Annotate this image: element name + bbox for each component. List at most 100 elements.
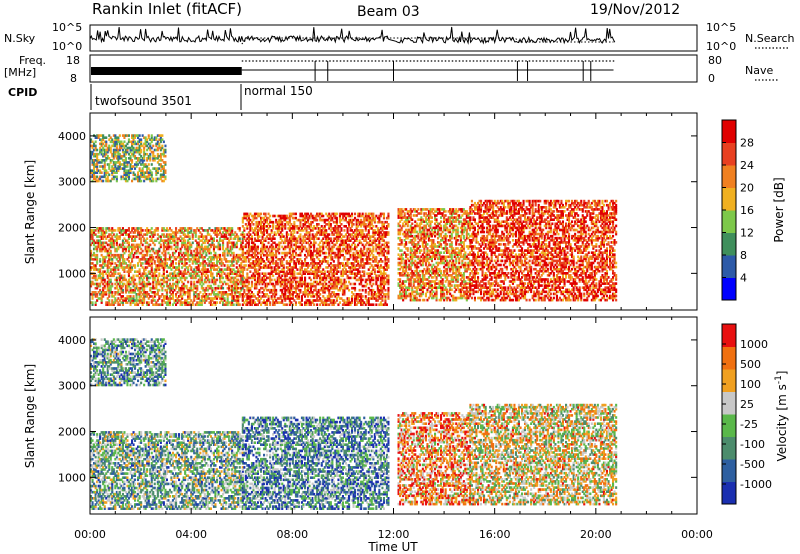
echo-cell (273, 284, 276, 288)
echo-cell (308, 237, 311, 240)
echo-cell (132, 243, 135, 247)
echo-cell (117, 245, 120, 249)
echo-cell (129, 268, 132, 271)
echo-cell (161, 227, 164, 230)
echo-cell (190, 268, 193, 271)
echo-cell (237, 297, 240, 300)
echo-cell (320, 278, 323, 282)
echo-cell (308, 301, 311, 304)
echo-cell (176, 272, 179, 275)
echo-cell (226, 299, 229, 302)
echo-cell (288, 220, 291, 224)
echo-cell (243, 258, 246, 261)
echo-cell (216, 274, 219, 278)
echo-cell (111, 303, 114, 306)
echo-cell (311, 258, 314, 261)
echo-cell (225, 247, 228, 251)
echo-cell (296, 286, 299, 290)
echo-cell (202, 241, 205, 245)
echo-cell (100, 179, 103, 183)
echo-cell (297, 284, 300, 288)
echo-cell (93, 239, 96, 242)
echo-cell (267, 282, 270, 286)
echo-cell (156, 134, 159, 137)
echo-cell (300, 297, 303, 300)
echo-cell (316, 212, 319, 216)
echo-cell (263, 264, 266, 267)
echo-cell (115, 243, 118, 247)
echo-cell (241, 241, 244, 245)
echo-cell (106, 251, 109, 255)
echo-cell (300, 212, 303, 216)
echo-cell (214, 297, 217, 300)
echo-cell (260, 212, 263, 216)
echo-cell (129, 253, 132, 257)
echo-cell (299, 233, 302, 236)
echo-cell (241, 299, 244, 302)
echo-cell (279, 260, 282, 263)
echo-cell (235, 262, 238, 265)
echo-cell (105, 237, 108, 240)
echo-cell (266, 231, 269, 234)
echo-cell (290, 274, 293, 278)
echo-cell (147, 134, 150, 137)
echo-cell (150, 262, 153, 265)
echo-cell (97, 274, 100, 278)
echo-cell (205, 276, 208, 280)
echo-cell (256, 220, 259, 224)
echo-cell (143, 286, 146, 290)
echo-cell (272, 225, 275, 228)
echo-cell (150, 163, 153, 166)
echo-cell (260, 218, 263, 222)
echo-cell (228, 233, 231, 236)
echo-cell (111, 167, 114, 170)
echo-cell (246, 284, 249, 288)
echo-cell (165, 284, 168, 288)
echo-cell (235, 241, 238, 245)
echo-cell (164, 295, 167, 298)
echo-cell (199, 249, 202, 253)
echo-cell (244, 258, 247, 261)
echo-cell (226, 253, 229, 257)
echo-cell (97, 152, 100, 156)
echo-cell (120, 295, 123, 298)
echo-cell (285, 245, 288, 249)
echo-cell (258, 274, 261, 278)
echo-cell (146, 295, 149, 298)
echo-cell (120, 167, 123, 170)
echo-cell (102, 288, 105, 292)
echo-cell (146, 247, 149, 251)
echo-cell (173, 241, 176, 245)
echo-cell (252, 229, 255, 232)
echo-cell (261, 291, 264, 294)
echo-cell (304, 223, 307, 226)
echo-cell (249, 229, 252, 232)
echo-cell (202, 272, 205, 275)
echo-cell (105, 227, 108, 230)
echo-cell (94, 148, 97, 152)
echo-cell (126, 229, 129, 232)
echo-cell (140, 262, 143, 265)
echo-cell (164, 229, 167, 232)
echo-cell (282, 251, 285, 255)
echo-cell (264, 272, 267, 275)
echo-cell (216, 272, 219, 275)
echo-cell (211, 239, 214, 242)
echo-cell (235, 286, 238, 290)
echo-cell (269, 225, 272, 228)
echo-cell (325, 229, 328, 232)
echo-cell (314, 284, 317, 288)
echo-cell (205, 235, 208, 238)
echo-cell (93, 173, 96, 177)
echo-cell (155, 251, 158, 255)
echo-cell (325, 212, 328, 216)
echo-cell (234, 235, 237, 238)
echo-cell (229, 293, 232, 296)
echo-cell (203, 295, 206, 298)
echo-cell (117, 150, 120, 154)
echo-cell (326, 266, 329, 269)
echo-cell (197, 251, 200, 255)
echo-cell (108, 134, 111, 137)
echo-cell (199, 235, 202, 238)
echo-cell (127, 255, 130, 259)
